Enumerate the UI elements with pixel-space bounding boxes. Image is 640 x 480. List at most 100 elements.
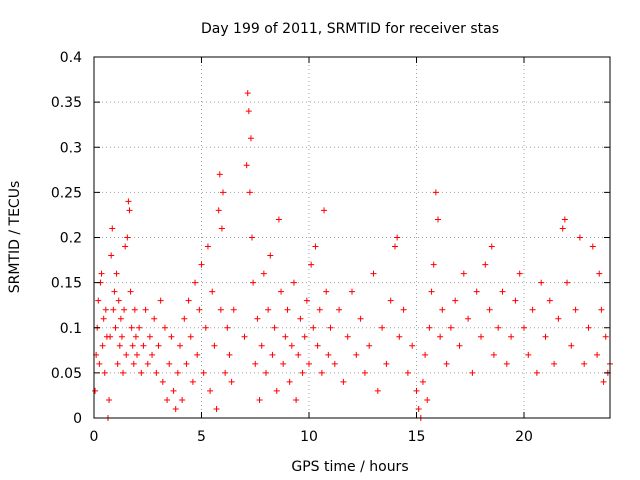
data-point: [273, 387, 280, 394]
x-tick-label: 5: [197, 429, 206, 445]
data-point: [318, 369, 325, 376]
data-point: [290, 279, 297, 286]
data-point: [308, 261, 315, 268]
data-point: [581, 360, 588, 367]
grid: [94, 57, 610, 418]
data-point: [243, 162, 250, 169]
data-point: [316, 306, 323, 313]
data-point: [125, 198, 132, 205]
y-tick-label: 0.25: [51, 185, 82, 201]
data-point: [357, 315, 364, 322]
data-point: [245, 108, 252, 115]
data-point: [321, 207, 328, 214]
data-point: [495, 324, 502, 331]
data-point: [443, 360, 450, 367]
data-point: [113, 270, 120, 277]
x-tick-label: 0: [90, 429, 99, 445]
data-point: [538, 279, 545, 286]
data-point: [96, 360, 103, 367]
data-point: [265, 306, 272, 313]
data-point: [306, 360, 312, 367]
data-point: [576, 234, 583, 241]
data-point: [383, 360, 390, 367]
data-point: [435, 216, 441, 223]
data-point: [426, 324, 433, 331]
data-point: [280, 360, 287, 367]
data-point: [218, 225, 225, 232]
data-point: [314, 342, 321, 349]
data-point: [129, 342, 136, 349]
data-point: [138, 369, 145, 376]
data-point: [220, 189, 226, 196]
data-point: [189, 378, 196, 385]
data-point: [170, 387, 177, 394]
data-point: [144, 360, 151, 367]
data-point: [447, 324, 454, 331]
data-point: [112, 324, 119, 331]
axis-ticks: 0 5 10 15 20 0 0.05 0.1 0.15 0.2 0.25 0.3 0.35 0.4: [51, 50, 610, 445]
data-point: [413, 387, 420, 394]
data-point: [211, 342, 218, 349]
y-axis-label: SRMTID / TECUs: [7, 181, 23, 294]
data-point: [100, 315, 107, 322]
data-point: [95, 297, 102, 304]
data-point: [269, 351, 276, 358]
data-point: [415, 405, 422, 412]
data-point: [602, 333, 609, 340]
data-point: [275, 216, 282, 223]
y-tick-label: 0.1: [60, 321, 82, 337]
data-point: [107, 333, 114, 340]
data-point: [542, 333, 549, 340]
data-point: [469, 369, 476, 376]
data-point: [361, 369, 368, 376]
data-point: [204, 243, 211, 250]
data-point: [226, 351, 233, 358]
data-point: [108, 252, 115, 259]
data-point: [284, 306, 291, 313]
data-point: [121, 306, 128, 313]
data-point: [409, 342, 416, 349]
data-point: [213, 405, 220, 412]
data-point: [424, 396, 431, 403]
data-point: [164, 396, 171, 403]
data-point: [207, 387, 214, 394]
data-point: [198, 261, 205, 268]
data-point: [114, 360, 121, 367]
data-point: [336, 306, 343, 313]
y-tick-label: 0.2: [60, 231, 82, 247]
data-point: [250, 279, 257, 286]
data-point: [256, 396, 263, 403]
data-point: [134, 351, 140, 358]
data-point: [516, 270, 523, 277]
data-point: [559, 225, 566, 232]
data-point: [127, 288, 134, 295]
y-tick-label: 0.15: [51, 276, 82, 292]
data-point: [99, 342, 106, 349]
data-point: [387, 297, 394, 304]
data-point: [551, 360, 558, 367]
data-point: [452, 297, 459, 304]
data-point: [594, 351, 601, 358]
data-point: [370, 270, 377, 277]
data-point: [392, 243, 398, 250]
data-point: [101, 369, 108, 376]
data-point: [561, 216, 568, 223]
data-point: [183, 360, 190, 367]
data-point: [303, 297, 310, 304]
data-point: [106, 396, 113, 403]
data-point: [159, 378, 166, 385]
data-point: [589, 243, 596, 250]
data-point: [596, 270, 603, 277]
data-point: [297, 315, 304, 322]
data-point: [344, 333, 351, 340]
data-point: [546, 297, 553, 304]
data-point: [140, 342, 147, 349]
data-point: [325, 351, 332, 358]
data-point: [529, 306, 536, 313]
data-point: [310, 324, 317, 331]
data-point: [124, 234, 131, 241]
y-tick-label: 0.05: [51, 366, 82, 382]
x-tick-label: 20: [515, 429, 533, 445]
y-tick-label: 0.35: [51, 95, 82, 111]
